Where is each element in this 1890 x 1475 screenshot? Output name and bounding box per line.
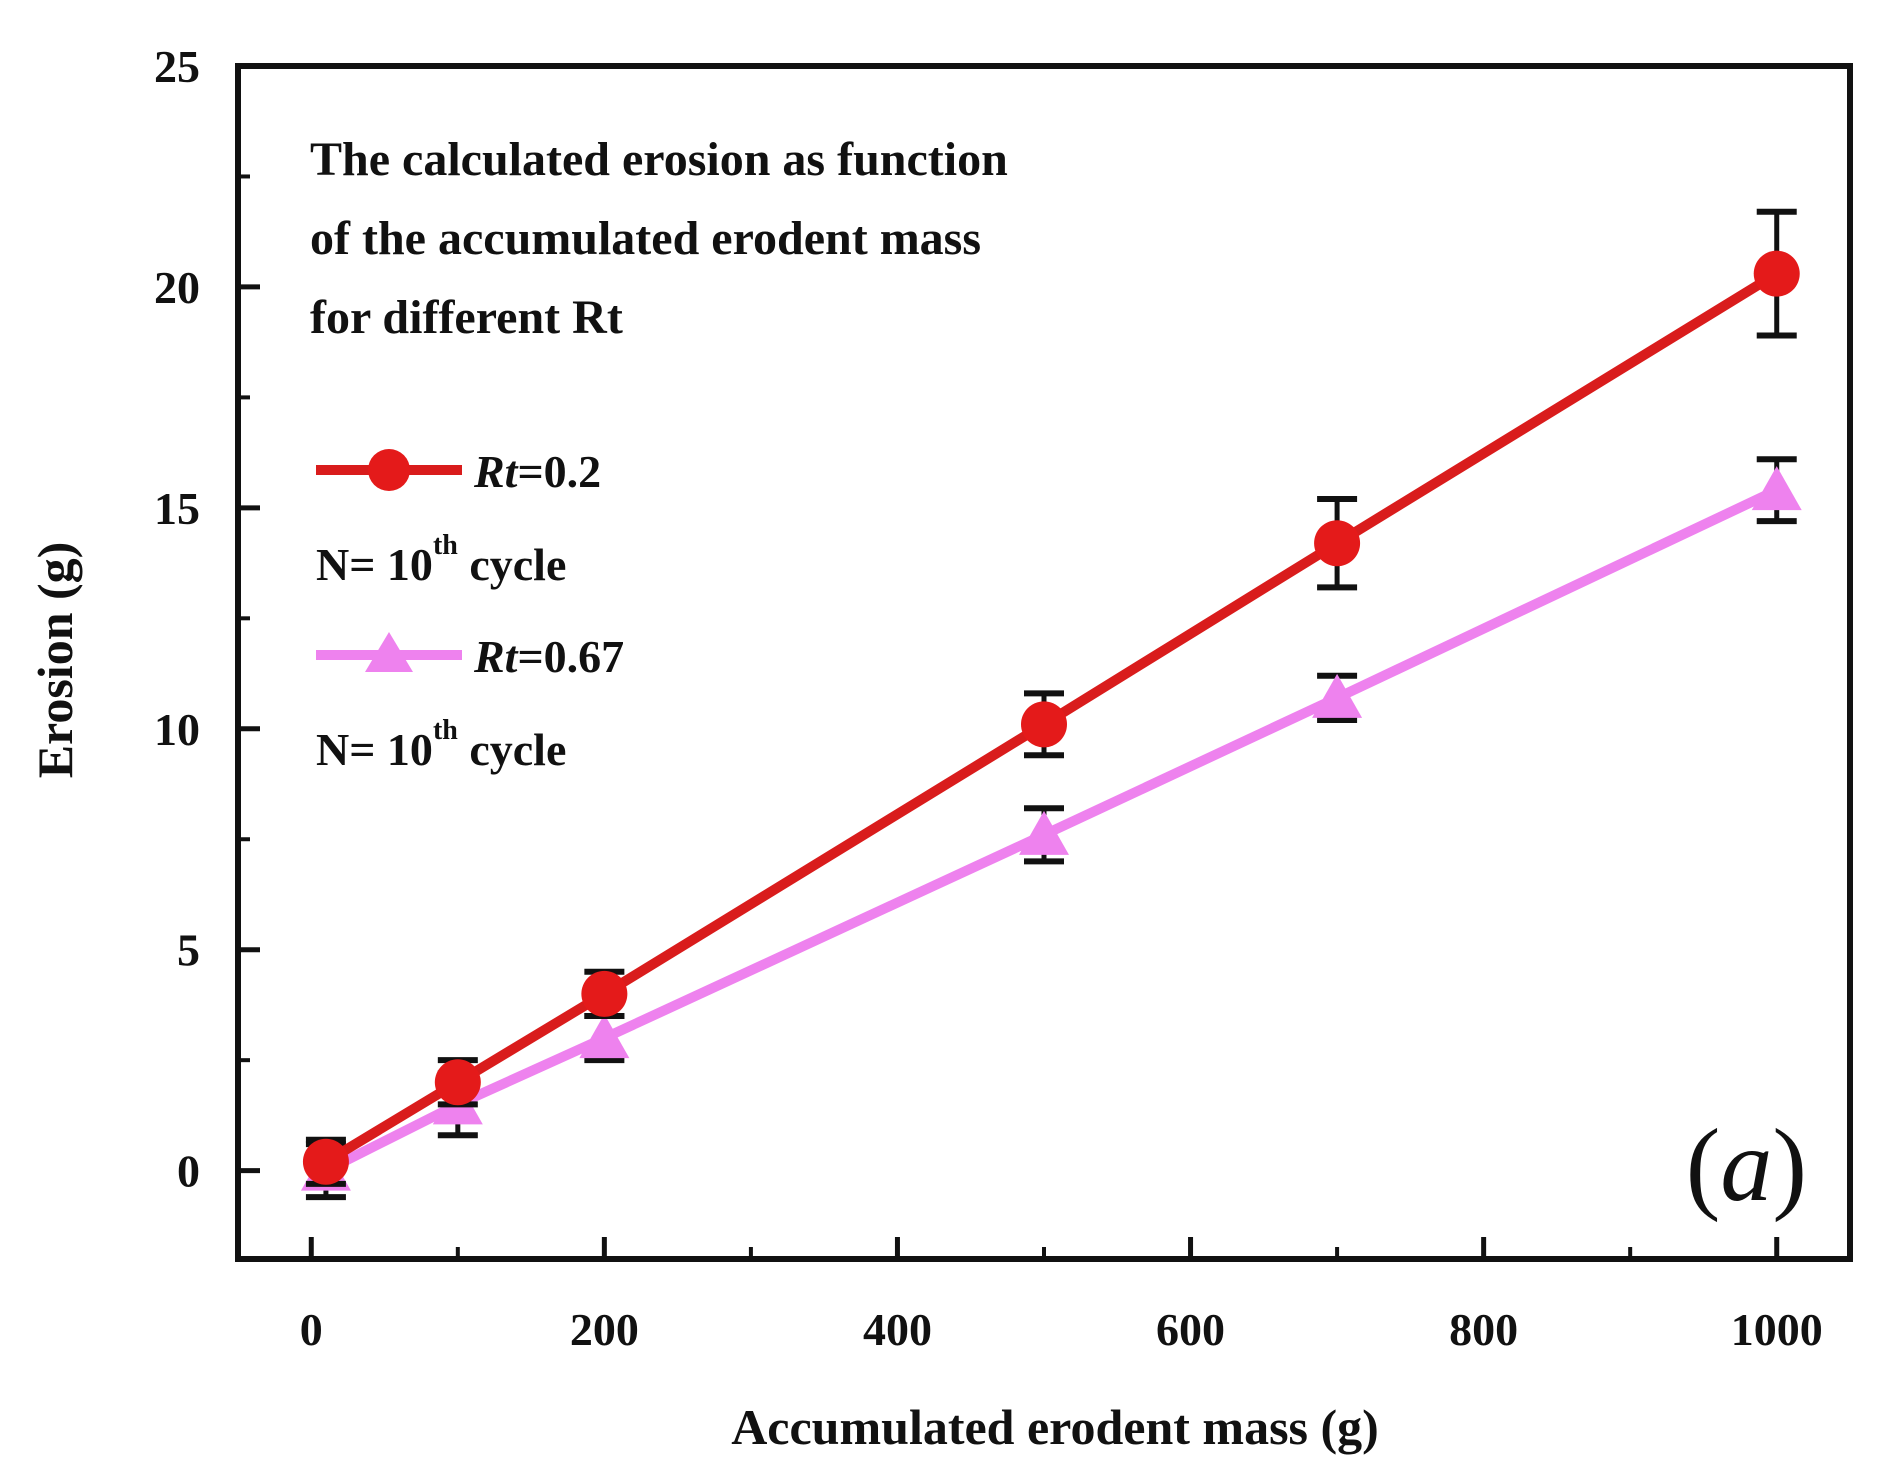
annotation-line: for different Rt (310, 291, 623, 344)
cycle-note-prefix: N= 10 (316, 539, 433, 590)
legend-entry-rt-0-67: Rt=0.67 N= 10th cycle (316, 631, 624, 775)
legend-marker-triangle (365, 632, 413, 672)
y-tick-label: 0 (177, 1146, 200, 1197)
cycle-note-suffix: cycle (458, 539, 567, 590)
legend-rt-symbol: Rt (473, 631, 519, 682)
legend-entry-rt-0-2: Rt=0.2 N= 10th cycle (316, 446, 601, 590)
x-tick-label: 400 (863, 1304, 932, 1355)
legend-cycle-note: N= 10th cycle (316, 715, 566, 775)
y-tick-label: 5 (177, 925, 200, 976)
data-point-circle (581, 970, 628, 1017)
data-point-triangle (579, 1014, 630, 1059)
y-tick-labels: 0 5 10 15 20 25 (154, 41, 200, 1197)
legend-label-rt-0-67: Rt=0.67 (473, 631, 624, 682)
series-layer (300, 208, 1802, 1201)
legend-marker-circle (368, 449, 410, 491)
annotation: The calculated erosion as function of th… (310, 133, 1008, 344)
data-point-circle (302, 1138, 349, 1185)
panel-label-open: ( (1686, 1108, 1721, 1223)
legend-cycle-note: N= 10th cycle (316, 530, 566, 590)
annotation-line: of the accumulated erodent mass (310, 212, 981, 265)
series-line-rt-0-2 (320, 268, 1782, 1167)
x-tick-label: 800 (1449, 1304, 1518, 1355)
x-axis-title: Accumulated erodent mass (g) (731, 1399, 1379, 1455)
series-rt-0-2 (302, 208, 1800, 1187)
y-tick-label: 20 (154, 262, 200, 313)
data-point-triangle (1019, 810, 1069, 855)
y-axis-title: Erosion (g) (27, 542, 83, 779)
legend-rt-value: =0.67 (517, 631, 624, 682)
x-tick-label: 600 (1156, 1304, 1225, 1355)
annotation-line: The calculated erosion as function (310, 133, 1008, 186)
legend-rt-value: =0.2 (517, 446, 601, 497)
y-tick-label: 25 (154, 41, 200, 92)
legend: Rt=0.2 N= 10th cycle Rt=0.67 N= 10th cyc… (316, 446, 624, 775)
x-tick-labels: 0 200 400 600 800 1000 (300, 1304, 1823, 1355)
cycle-note-prefix: N= 10 (316, 724, 433, 775)
x-tick-label: 200 (570, 1304, 639, 1355)
data-point-circle (434, 1059, 481, 1106)
data-point-circle (1021, 701, 1067, 748)
data-point-triangle (1751, 466, 1802, 511)
cycle-note-sup: th (433, 715, 458, 746)
panel-label: (a) (1686, 1108, 1807, 1223)
x-tick-label: 0 (300, 1304, 323, 1355)
x-tick-label: 1000 (1731, 1304, 1823, 1355)
y-tick-label: 10 (154, 704, 200, 755)
data-point-triangle (1312, 673, 1363, 718)
cycle-note-suffix: cycle (458, 724, 567, 775)
panel-label-close: ) (1772, 1108, 1807, 1223)
legend-rt-symbol: Rt (473, 446, 519, 497)
series-line-rt-0-67 (320, 485, 1782, 1176)
legend-label-rt-0-2: Rt=0.2 (473, 446, 601, 497)
panel-label-letter: a (1720, 1108, 1772, 1223)
axis-ticks (238, 63, 1780, 1259)
data-point-circle (1753, 250, 1800, 297)
y-tick-label: 15 (154, 483, 200, 534)
cycle-note-sup: th (433, 530, 458, 561)
data-point-circle (1314, 520, 1361, 567)
